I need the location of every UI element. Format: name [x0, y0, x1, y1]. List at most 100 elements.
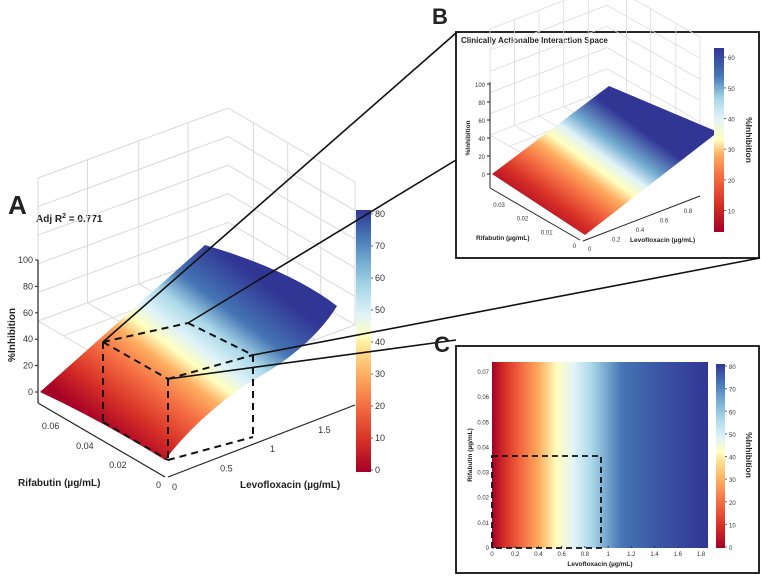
y-tick-label: 0.01 — [541, 230, 553, 236]
colorbar-tick-label: 20 — [728, 179, 735, 185]
colorbar-tick-label: 80 — [375, 209, 385, 219]
x-axis-label-b: Levofloxacin (µg/mL) — [630, 237, 695, 244]
panel-label-a: A — [8, 190, 27, 220]
y-tick-label: 0.07 — [477, 370, 489, 376]
grid-line — [37, 164, 356, 240]
colorbar-c — [716, 364, 725, 548]
z-axis-label-a: %Inhibition — [7, 308, 18, 362]
colorbar-tick-label: 40 — [728, 118, 735, 124]
colorbar-ticks-c: 0 10 20 30 40 50 60 70 80 — [725, 365, 736, 552]
z-tick-label: 80 — [23, 281, 33, 291]
surface-b — [492, 86, 718, 235]
x-tick-label: 0 — [490, 552, 494, 558]
y-tick-label: 0.04 — [477, 445, 489, 451]
grid-line — [37, 136, 356, 212]
z-tick-label: 20 — [478, 155, 485, 161]
x-tick-label: 0 — [588, 247, 592, 253]
grid-line — [489, 68, 701, 123]
colorbar-tick-label: 40 — [729, 456, 736, 462]
colorbar-label-c: %Inhibition — [744, 432, 754, 478]
axes-b — [489, 82, 701, 242]
z-tick-label: 0 — [28, 387, 33, 397]
y-tick-label: 0 — [156, 480, 161, 490]
panel-label-c: C — [434, 332, 450, 357]
colorbar-tick-label: 60 — [375, 273, 385, 283]
ticks-c: 0 0.2 0.4 0.6 0.8 1 1.2 1.4 1.6 1.8 0 0.01 0.02 0.03 0… — [477, 370, 706, 558]
colorbar-tick-label: 0 — [375, 465, 380, 475]
grid-line — [489, 4, 701, 59]
colorbar-tick-label: 10 — [728, 210, 735, 216]
adj-r2-annotation: Adj R2 = 0.771 — [36, 213, 103, 225]
colorbar-tick-label: 20 — [729, 501, 736, 507]
panel-label-b: B — [432, 4, 448, 29]
grid-line — [37, 193, 356, 269]
highlight-box-c — [491, 455, 602, 549]
x-tick-label: 0.5 — [220, 463, 233, 473]
colorbar-tick-label: 10 — [375, 433, 385, 443]
z-tick-label: 80 — [478, 101, 485, 107]
colorbar-tick-label: 60 — [729, 410, 736, 416]
x-tick-label: 0.4 — [636, 228, 645, 234]
x-tick-label: 0.8 — [581, 552, 590, 558]
colorbar-tick-label: 30 — [729, 478, 736, 484]
z-tick-label: 40 — [23, 334, 33, 344]
x-tick-label: 0.6 — [660, 219, 669, 225]
colorbar-label-b: %Inhibition — [744, 117, 754, 163]
colorbar-tick-label: 50 — [729, 433, 736, 439]
x-tick-label: 1.2 — [627, 552, 636, 558]
x-axis-label-c: Levofloxacin (µg/mL) — [567, 561, 632, 568]
y-tick-label: 0.02 — [517, 216, 529, 222]
surface-a — [40, 245, 337, 460]
x-tick-label: 0.4 — [534, 552, 543, 558]
x-tick-label: 0.8 — [684, 209, 693, 215]
z-tick-label: 20 — [23, 361, 33, 371]
z-axis-label-b: %Inhibition — [465, 120, 472, 155]
colorbar-tick-label: 0 — [729, 546, 733, 552]
x-tick-label: 0 — [172, 482, 177, 492]
z-tick-label: 60 — [478, 119, 485, 125]
y-axis-label-a: Rifabutin (µg/mL) — [18, 478, 100, 489]
colorbar-tick-label: 50 — [375, 305, 385, 315]
panel-b-title: Clinically Actionalbe Interaction Space — [461, 36, 608, 45]
y-tick-label: 0.05 — [477, 420, 489, 426]
colorbar-b — [714, 48, 724, 232]
panel-a: A Adj R2 = 0.771 02040608010000.020.040.… — [7, 107, 385, 492]
z-tick-label: 100 — [18, 255, 33, 265]
y-tick-label: 0.02 — [109, 460, 127, 470]
y-tick-label: 0.03 — [493, 203, 505, 209]
x-axis-label-a: Levofloxacin (µg/mL) — [240, 480, 340, 491]
x-tick-label: 1.4 — [650, 552, 659, 558]
z-tick-label: 0 — [482, 173, 486, 179]
colorbar-tick-label: 60 — [728, 56, 735, 62]
grid-line — [37, 107, 356, 183]
y-tick-label: 0.06 — [42, 421, 60, 431]
x-tick-label: 1.5 — [318, 425, 331, 435]
zoom-connectors — [102, 32, 761, 380]
x-tick-label: 0.6 — [558, 552, 567, 558]
y-tick-label: 0 — [573, 244, 577, 250]
colorbar-tick-label: 40 — [375, 337, 385, 347]
x-tick-label: 1.8 — [697, 552, 706, 558]
y-tick-label: 0.02 — [477, 496, 489, 502]
z-tick-label: 40 — [478, 137, 485, 143]
x-tick-label: 1 — [270, 444, 275, 454]
y-tick-label: 0.01 — [477, 521, 489, 527]
x-tick-label: 0.2 — [511, 552, 520, 558]
colorbar-tick-label: 30 — [728, 148, 735, 154]
colorbar-tick-label: 30 — [375, 369, 385, 379]
axes-a — [37, 260, 356, 478]
x-tick-label: 0.2 — [612, 238, 621, 244]
colorbar-tick-label: 50 — [728, 87, 735, 93]
y-tick-label: 0.06 — [477, 395, 489, 401]
z-tick-label: 100 — [475, 83, 486, 89]
z-tick-label: 60 — [23, 308, 33, 318]
grid-line — [489, 47, 701, 101]
highlight-box-a — [102, 322, 254, 461]
y-tick-label: 0.03 — [477, 471, 489, 477]
colorbar-tick-label: 70 — [375, 241, 385, 251]
panel-c: C 0 0.2 0.4 0.6 0.8 1 1.2 1.4 1.6 1.8 0 0.01 0.02 0.0… — [434, 332, 760, 574]
panel-b: B Clinically Actionalbe Interaction Spac… — [432, 0, 760, 259]
colorbar-tick-label: 80 — [729, 365, 736, 371]
colorbar-ticks-a: 0 10 20 30 40 50 60 70 80 — [371, 209, 385, 475]
